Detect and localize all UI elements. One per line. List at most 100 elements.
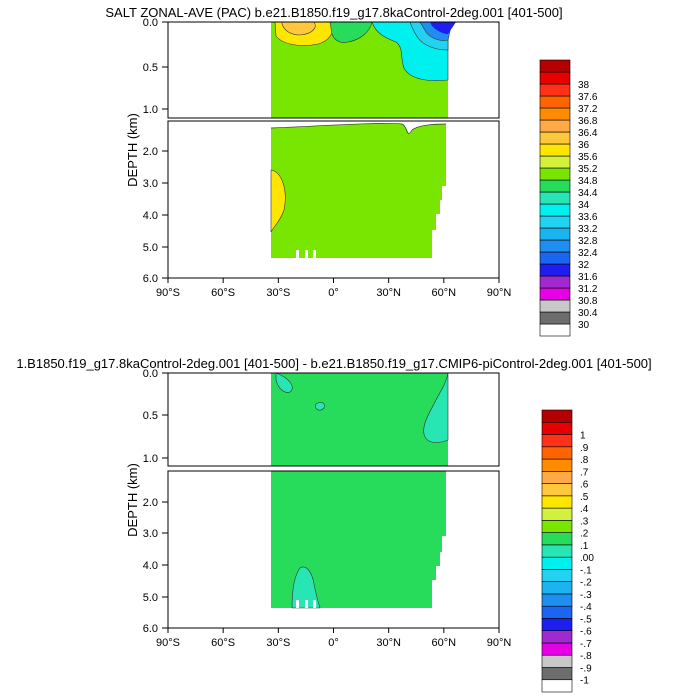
chart-2-ytick-label: 1.0 — [143, 453, 158, 465]
chart-2-ytick-label: 2.0 — [143, 497, 158, 509]
chart-2-ytick-label: 5.0 — [143, 592, 158, 604]
chart-1-colorbar-label: 36 — [578, 140, 590, 151]
chart-2-upper-small-anomaly — [315, 402, 325, 411]
chart-2-xtick-label: 90°S — [156, 637, 180, 649]
chart-1-colorbar-label: 31.6 — [578, 272, 598, 283]
chart-2-colorbar-box — [541, 507, 573, 521]
chart-2-colorbar-label: .00 — [580, 553, 594, 564]
chart-1-ytick-label: 4.0 — [143, 210, 158, 222]
chart-1-colorbar-box — [539, 263, 571, 277]
chart-1-colorbar-label: 37.2 — [578, 104, 598, 115]
chart-2-colorbar-box — [541, 421, 573, 435]
chart-2-colorbar-box — [541, 409, 573, 423]
chart-2-colorbar-box — [541, 679, 573, 693]
chart-1-colorbar-box — [539, 239, 571, 253]
chart-1-upper-freshest-core — [430, 22, 456, 34]
chart-1-colorbar-box — [539, 107, 571, 121]
chart-2-colorbar-label: -.8 — [580, 651, 592, 662]
chart-2-colorbar-box — [541, 458, 573, 472]
chart-2-xtick-label: 60°S — [211, 637, 235, 649]
chart-2-colorbar-box — [541, 654, 573, 668]
chart-1-ytick-label: 6.0 — [143, 273, 158, 285]
chart-2-lower-panel: 2.0 3.0 4.0 5.0 6.0 — [143, 470, 500, 635]
chart-1-upper-orange-core — [281, 21, 316, 36]
chart-2-colorbar-box — [541, 471, 573, 484]
chart-2-colorbar-label: -.6 — [580, 627, 592, 638]
chart-2-title: 1.B1850.f19_g17.8kaControl-2deg.001 [401… — [16, 356, 651, 371]
chart-2-xticks: 90°S 60°S 30°S 0° 30°N 60°N 90°N — [156, 628, 511, 649]
chart-1-colorbar-box — [539, 71, 571, 85]
chart-1-colorbar-box — [539, 215, 571, 229]
chart-1-colorbar-label: 34.8 — [578, 176, 598, 187]
chart-2-colorbar-box — [541, 483, 573, 497]
chart-2-colorbar-box — [541, 581, 573, 595]
chart-2-colorbar-box — [541, 569, 573, 582]
chart-2-colorbar-label: .4 — [580, 504, 589, 515]
chart-1-colorbar-label: 34.4 — [578, 188, 598, 199]
chart-1-colorbar-label: 36.4 — [578, 128, 598, 139]
chart-2-lower-field — [271, 471, 446, 608]
chart-1-colorbar-label: 30.8 — [578, 296, 598, 307]
chart-1-colorbar-label: 34 — [578, 200, 590, 211]
chart-2-colorbar-box — [541, 556, 573, 570]
chart-2-colorbar-box — [541, 593, 573, 607]
chart-2-xtick-label: 90°N — [487, 637, 512, 649]
chart-2-colorbar-box — [541, 495, 573, 509]
chart-1-upper-panel: 0.0 0.5 1.0 — [143, 17, 500, 119]
chart-1-xtick-label: 60°S — [211, 287, 235, 299]
chart-2-ytick-label: 0.0 — [143, 368, 158, 380]
chart-2-colorbar-label: .2 — [580, 529, 589, 540]
chart-2-ytick-label: 3.0 — [143, 528, 158, 540]
chart-2-colorbar-box — [541, 618, 573, 631]
chart-2-colorbar-box — [541, 520, 573, 533]
chart-2-colorbar-label: .9 — [580, 443, 589, 454]
chart-1-colorbar-label: 36.8 — [578, 116, 598, 127]
chart-1-xtick-label: 0° — [328, 287, 339, 299]
chart-2-colorbar-box — [541, 642, 573, 656]
chart-1-ytick-label: 0.5 — [143, 62, 158, 74]
chart-2-colorbar-box — [541, 544, 573, 558]
chart-1-colorbar-label: 30.4 — [578, 308, 598, 319]
chart-1-colorbar: 3030.430.831.231.63232.432.833.233.63434… — [539, 59, 598, 337]
chart-2-xtick-label: 60°N — [432, 637, 457, 649]
chart-2-colorbar-box — [541, 630, 573, 644]
chart-2-lower-anomaly — [291, 566, 321, 609]
chart-2-xtick-label: 0° — [328, 637, 339, 649]
chart-2-colorbar-label: -1 — [580, 676, 589, 687]
chart-1-xtick-label: 60°N — [432, 287, 457, 299]
chart-2-colorbar-label: -.9 — [580, 663, 592, 674]
chart-2-ytick-label: 6.0 — [143, 623, 158, 635]
chart-2-colorbar-label: 1 — [580, 431, 586, 442]
chart-1-colorbar-box — [539, 287, 571, 301]
chart-1-xtick-label: 90°S — [156, 287, 180, 299]
chart-1-colorbar-box — [539, 311, 571, 325]
chart-2-xtick-label: 30°N — [376, 637, 401, 649]
chart-1-xtick-label: 30°S — [266, 287, 290, 299]
chart-1-colorbar-box — [539, 275, 571, 289]
chart-1-ylabel: DEPTH (km) — [125, 113, 140, 187]
chart-2-colorbar-box — [541, 605, 573, 619]
chart-1-colorbar-box — [539, 227, 571, 241]
chart-1-colorbar-label: 35.2 — [578, 164, 598, 175]
chart-1-lower-field — [271, 123, 446, 258]
chart-1-lower-yellow-patch — [270, 169, 286, 233]
chart-1-colorbar-box — [539, 155, 571, 169]
chart-2-ytick-label: 4.0 — [143, 560, 158, 572]
chart-2-upper-panel: 0.0 0.5 1.0 — [143, 368, 500, 467]
chart-2-colorbar-box — [541, 532, 573, 546]
chart-1-xticks: 90°S 60°S 30°S 0° 30°N 60°N 90°N — [156, 278, 511, 299]
chart-1-colorbar-box — [539, 167, 571, 181]
chart-1-colorbar-box — [539, 143, 571, 157]
chart-1-colorbar-label: 37.6 — [578, 92, 598, 103]
chart-2-colorbar: -1 -.9-.8-.7-.6 -.5-.4-.3-.2 -.1.00.1.2 .3.4… — [541, 409, 594, 693]
chart-2-colorbar-box — [541, 446, 573, 460]
chart-2-colorbar-label: -.5 — [580, 614, 592, 625]
chart-1-title: SALT ZONAL-AVE (PAC) b.e21.B1850.f19_g17… — [105, 5, 562, 20]
chart-1-colorbar-label: 31.2 — [578, 284, 598, 295]
chart-1-colorbar-box — [539, 131, 571, 145]
chart-2-colorbar-label: -.3 — [580, 590, 592, 601]
chart-1-colorbar-label: 32.8 — [578, 236, 598, 247]
chart-2-colorbar-label: .1 — [580, 541, 589, 552]
chart-2-colorbar-label: .7 — [580, 467, 589, 478]
